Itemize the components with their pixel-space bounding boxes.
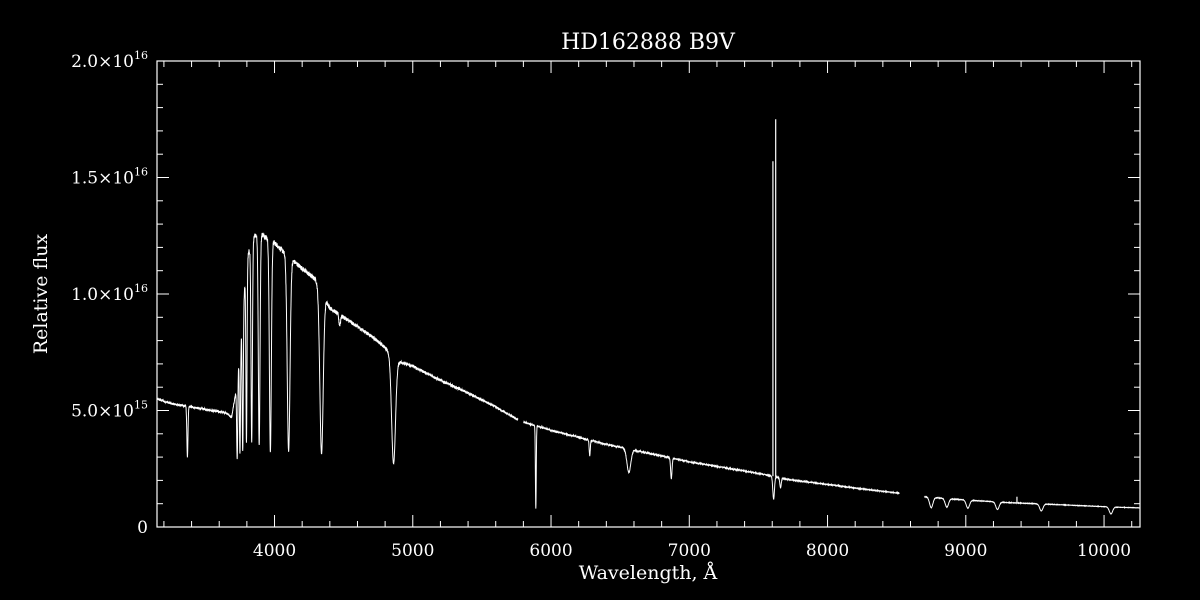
- y-tick-label: 1.0×1016: [71, 282, 148, 305]
- y-axis-label: Relative flux: [30, 234, 52, 355]
- y-tick-label: 5.0×1015: [71, 399, 148, 422]
- y-tick-label: 0: [137, 518, 148, 538]
- y-tick-label: 1.5×1016: [71, 166, 148, 189]
- x-tick-label: 4000: [253, 541, 296, 561]
- y-axis-ticks: [157, 60, 1140, 528]
- x-axis-tick-labels: 4000 5000 6000 7000 8000 9000 10000: [253, 541, 1131, 561]
- x-tick-label: 9000: [944, 541, 987, 561]
- chart-title: HD162888 B9V: [561, 30, 736, 55]
- spectrum-series: [156, 119, 1141, 515]
- x-tick-label: 10000: [1077, 541, 1131, 561]
- plot-frame: [156, 60, 1141, 528]
- x-tick-label: 5000: [391, 541, 434, 561]
- y-axis-tick-labels: 0 5.0×1015 1.0×1016 1.5×1016 2.0×1016: [71, 49, 148, 538]
- spectrum-line: [156, 232, 1141, 515]
- x-axis-ticks: [163, 61, 1133, 527]
- x-tick-label: 6000: [529, 541, 572, 561]
- y-tick-label: 2.0×1016: [71, 49, 148, 72]
- x-axis-label: Wavelength, Å: [579, 562, 718, 584]
- x-tick-label: 7000: [668, 541, 711, 561]
- x-tick-label: 8000: [806, 541, 849, 561]
